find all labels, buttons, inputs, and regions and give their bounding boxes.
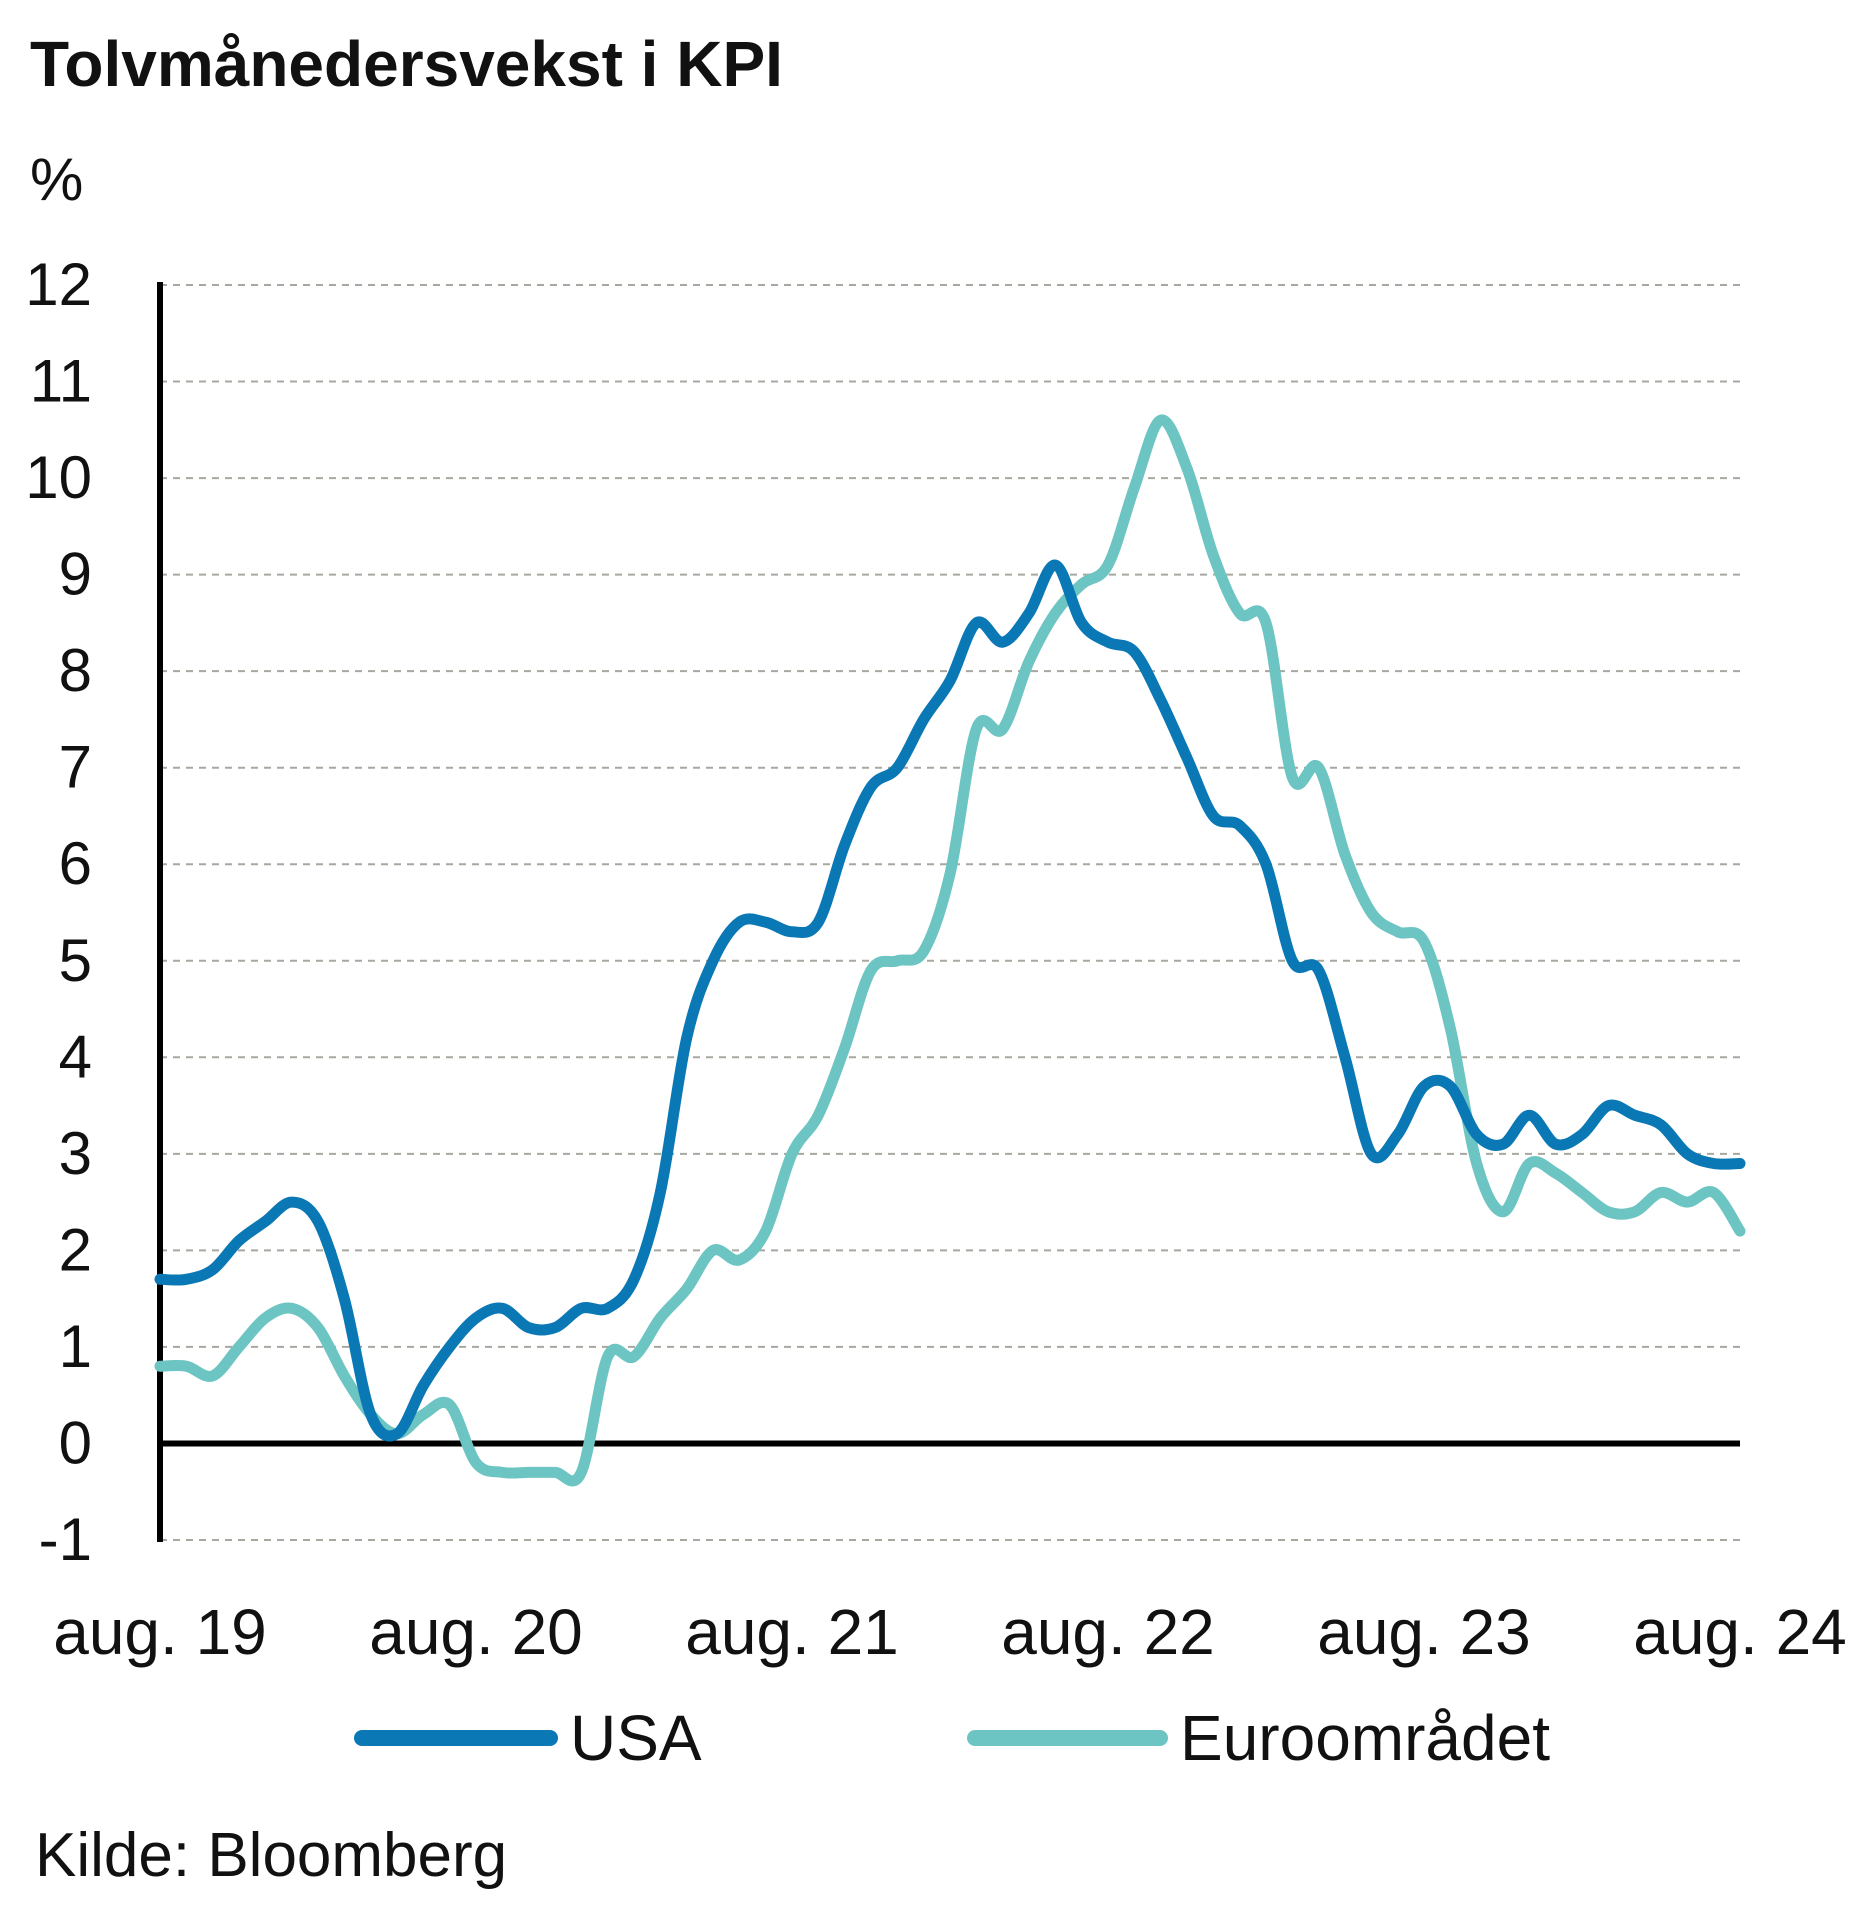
series-line-usa [154, 559, 1746, 1442]
x-tick-label: aug. 24 [1633, 1596, 1847, 1668]
y-tick-label: 12 [25, 251, 92, 318]
y-tick-label: 3 [59, 1120, 92, 1187]
axes [157, 282, 1740, 1542]
x-tick-label: aug. 22 [1001, 1596, 1215, 1668]
y-tick-label: 10 [25, 444, 92, 511]
y-tick-label: 9 [59, 541, 92, 608]
chart-title: Tolvmånedersvekst i KPI [30, 28, 783, 100]
x-tick-label: aug. 20 [369, 1596, 583, 1668]
y-tick-label: 7 [59, 734, 92, 801]
y-tick-label: 11 [30, 348, 92, 415]
series-lines [154, 414, 1746, 1487]
legend-usa-label: USA [570, 1702, 702, 1774]
y-tick-label: 0 [59, 1409, 92, 1476]
y-tick-label: 1 [59, 1313, 92, 1380]
x-tick-label: aug. 21 [685, 1596, 899, 1668]
y-tick-label: -1 [39, 1506, 92, 1573]
legend-euroomradet-label: Euroområdet [1180, 1702, 1550, 1774]
y-axis-unit-label: % [30, 146, 83, 213]
x-tick-label: aug. 23 [1317, 1596, 1531, 1668]
source-note: Kilde: Bloomberg [35, 1821, 507, 1890]
y-tick-label: 4 [59, 1023, 92, 1090]
series-line-euroomradet [154, 414, 1746, 1487]
legend: USA Euroområdet [354, 1702, 1550, 1774]
gridlines [160, 284, 1740, 1541]
x-tick-labels: aug. 19 aug. 20 aug. 21 aug. 22 aug. 23 aug. … [53, 1596, 1847, 1668]
y-tick-label: 2 [59, 1216, 92, 1283]
y-tick-label: 6 [59, 830, 92, 897]
x-tick-label: aug. 19 [53, 1596, 267, 1668]
y-tick-label: 8 [59, 637, 92, 704]
y-tick-label: 5 [59, 927, 92, 994]
